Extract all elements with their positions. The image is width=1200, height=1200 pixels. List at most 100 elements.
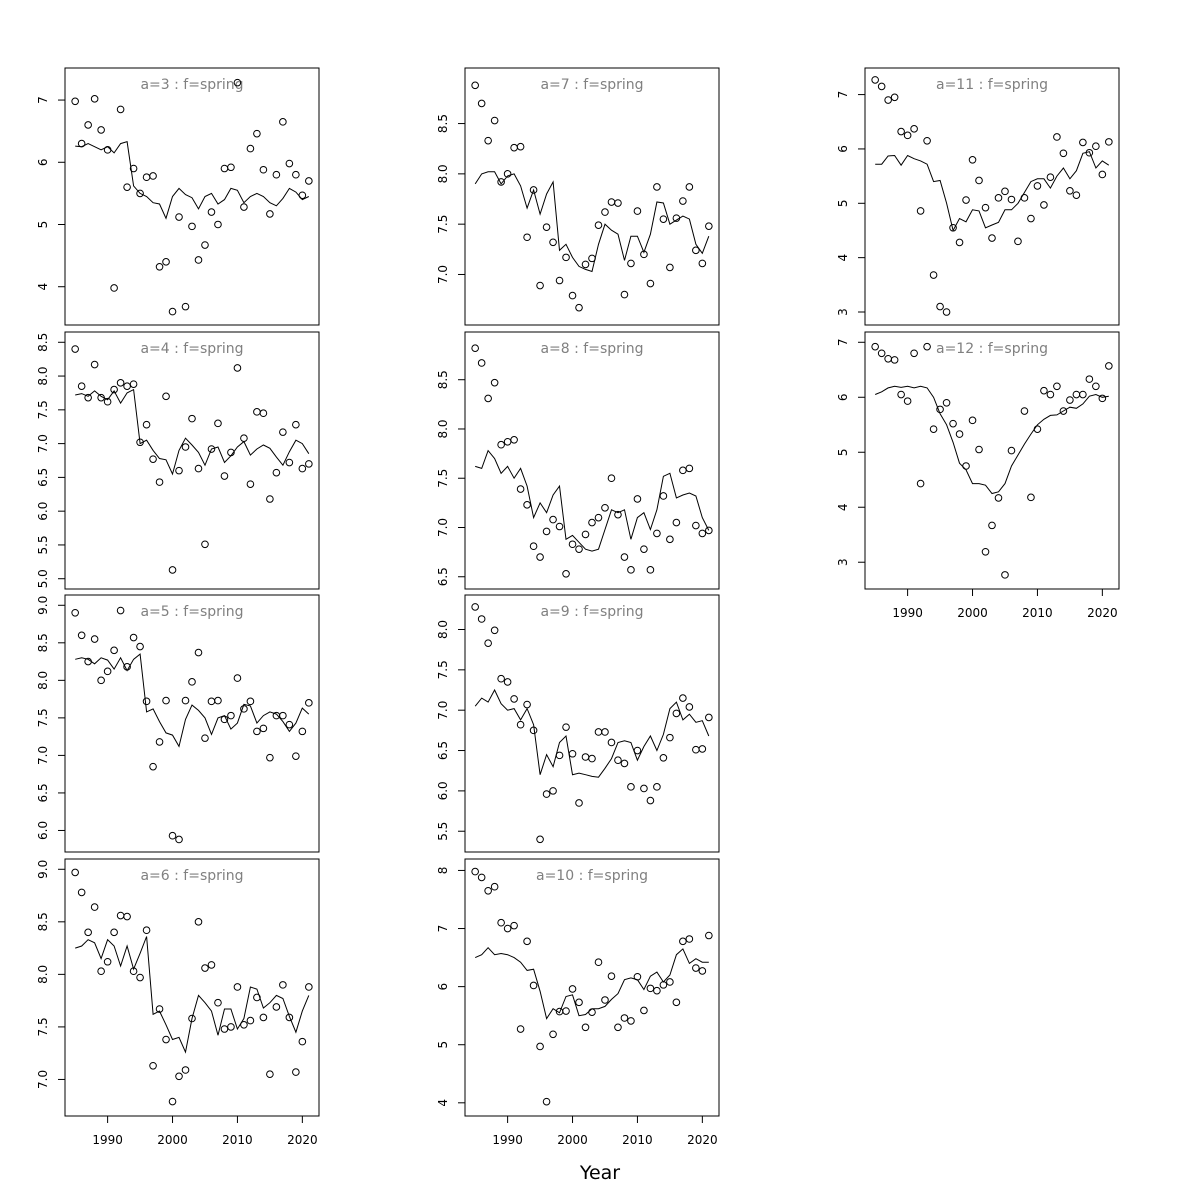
panel-frame: [464, 858, 720, 1117]
observed-point: [949, 419, 957, 428]
observed-point: [705, 931, 713, 940]
observed-point: [536, 1042, 544, 1051]
observed-point: [962, 462, 970, 470]
observed-point: [272, 1003, 281, 1011]
observed-point: [292, 1068, 300, 1076]
observed-point: [555, 522, 564, 531]
observed-point: [123, 663, 131, 671]
observed-point: [155, 738, 164, 746]
y-tick-label: 7.0: [436, 518, 450, 537]
observed-point: [266, 1070, 274, 1078]
observed-point: [510, 143, 518, 152]
y-tick-label: 4: [836, 254, 850, 262]
observed-point: [942, 308, 951, 316]
observed-point: [955, 430, 964, 438]
observed-point: [168, 566, 177, 574]
observed-point: [975, 176, 983, 185]
observed-point: [568, 749, 577, 758]
panel-4: a=6 : f=spring 7.0 7.5 8.0 8.5 9.0 1990 2000 201…: [36, 858, 320, 1147]
observed-point: [90, 360, 99, 369]
observed-point: [1059, 407, 1068, 415]
observed-point: [259, 409, 268, 418]
y-tick-label: 6.0: [436, 781, 450, 800]
observed-point: [71, 345, 79, 353]
observed-point: [627, 1017, 635, 1025]
y-tick-label: 6.5: [436, 741, 450, 760]
observed-point: [240, 203, 248, 211]
observed-point: [103, 397, 112, 406]
observed-point: [285, 159, 294, 168]
observed-point: [679, 937, 687, 946]
observed-point: [207, 445, 216, 453]
observed-point: [910, 349, 918, 358]
y-tick-label: 8.0: [436, 419, 450, 438]
observed-point: [529, 981, 538, 990]
observed-point: [1001, 571, 1009, 579]
observed-point: [279, 711, 287, 720]
observed-point: [614, 510, 622, 519]
observed-point: [884, 354, 892, 363]
observed-point: [253, 129, 261, 138]
observed-point: [484, 394, 492, 403]
y-tick-label: 5.5: [436, 822, 450, 841]
observed-point: [510, 436, 518, 444]
observed-point: [497, 178, 505, 186]
observed-point: [627, 783, 635, 791]
observed-point: [666, 263, 674, 272]
observed-point: [581, 753, 590, 761]
observed-point: [97, 676, 105, 685]
observed-point: [149, 762, 157, 771]
observed-point: [497, 918, 505, 927]
fitted-line: [75, 936, 310, 1054]
observed-point: [103, 667, 112, 676]
y-tick-label: 4: [436, 1099, 450, 1107]
observed-point: [929, 425, 938, 433]
observed-point: [110, 284, 118, 292]
x-tick-label: 2010: [1022, 606, 1053, 620]
observed-point: [942, 398, 951, 407]
y-tick-label: 9.0: [36, 860, 50, 879]
observed-point: [575, 998, 583, 1007]
observed-point: [968, 416, 977, 425]
observed-point: [536, 835, 544, 844]
observed-point: [666, 535, 674, 544]
y-tick-label: 6.0: [36, 821, 50, 840]
observed-point: [549, 1030, 557, 1039]
y-tick-label: 5.5: [36, 535, 50, 554]
observed-point: [549, 787, 557, 795]
observed-point: [90, 635, 99, 643]
observed-point: [220, 1025, 229, 1033]
observed-point: [233, 364, 242, 372]
y-tick-label: 7.5: [436, 660, 450, 679]
observed-point: [653, 783, 661, 791]
y-tick-label: 6: [836, 393, 850, 401]
observed-point: [653, 529, 661, 538]
y-tick-label: 8: [436, 867, 450, 875]
observed-point: [484, 639, 492, 648]
observed-point: [162, 1035, 170, 1044]
y-tick-label: 6: [36, 158, 50, 166]
observed-point: [620, 759, 629, 768]
observed-point: [910, 125, 918, 133]
observed-point: [923, 136, 931, 145]
observed-point: [1001, 187, 1009, 196]
observed-point: [285, 1013, 294, 1022]
observed-point: [555, 751, 564, 760]
observed-point: [194, 648, 203, 657]
observed-point: [194, 464, 203, 473]
observed-point: [903, 131, 912, 140]
observed-point: [955, 238, 964, 247]
observed-point: [666, 978, 674, 986]
observed-point: [298, 191, 307, 200]
y-tick-label: 7: [836, 91, 850, 99]
observed-point: [529, 186, 538, 194]
panel-frame: [864, 67, 1120, 326]
y-tick-label: 7.0: [36, 746, 50, 765]
observed-point: [877, 349, 886, 358]
observed-point: [1027, 493, 1035, 502]
observed-point: [220, 164, 229, 173]
observed-point: [84, 121, 92, 129]
observed-point: [672, 214, 681, 222]
observed-point: [890, 356, 899, 364]
panel-title: a=3 : f=spring: [140, 77, 243, 93]
